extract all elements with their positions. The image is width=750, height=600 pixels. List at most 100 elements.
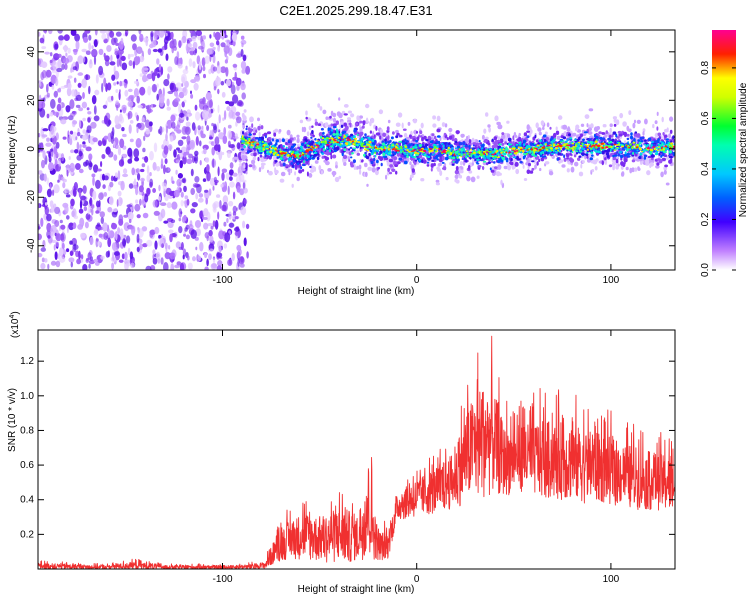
noise-speckle bbox=[69, 250, 74, 257]
noise-speckle bbox=[78, 208, 84, 214]
ridge-speckle bbox=[345, 147, 348, 151]
ridge-speckle bbox=[418, 143, 422, 148]
noise-speckle bbox=[61, 63, 65, 70]
ridge-speckle bbox=[249, 144, 251, 146]
noise-speckle bbox=[231, 253, 235, 262]
ridge-speckle bbox=[251, 123, 254, 128]
noise-speckle bbox=[206, 171, 211, 182]
ridge-speckle bbox=[562, 124, 568, 130]
noise-speckle bbox=[44, 202, 48, 206]
ridge-speckle bbox=[413, 155, 417, 159]
noise-speckle bbox=[185, 121, 191, 127]
ridge-speckle bbox=[617, 130, 622, 134]
noise-speckle bbox=[144, 156, 149, 163]
noise-speckle bbox=[46, 213, 52, 222]
ridge-speckle bbox=[245, 171, 248, 175]
noise-speckle bbox=[72, 110, 77, 115]
ridge-speckle bbox=[488, 127, 491, 133]
ridge-speckle bbox=[558, 115, 563, 120]
noise-speckle bbox=[232, 172, 238, 177]
ridge-speckle bbox=[279, 161, 282, 164]
noise-speckle bbox=[169, 82, 174, 91]
ridge-speckle bbox=[578, 171, 584, 177]
ridge-speckle bbox=[500, 151, 503, 154]
ridge-speckle bbox=[348, 143, 352, 146]
noise-speckle bbox=[50, 260, 57, 266]
noise-speckle bbox=[202, 65, 206, 72]
ridge-speckle bbox=[410, 174, 414, 178]
noise-speckle bbox=[117, 196, 123, 207]
noise-speckle bbox=[193, 82, 199, 91]
ridge-speckle bbox=[658, 158, 663, 164]
noise-speckle bbox=[181, 101, 185, 108]
ridge-speckle bbox=[393, 160, 397, 166]
noise-speckle bbox=[129, 120, 134, 124]
noise-speckle bbox=[138, 122, 145, 131]
noise-speckle bbox=[234, 231, 239, 237]
noise-speckle bbox=[114, 143, 119, 149]
ridge-speckle bbox=[274, 146, 277, 148]
ridge-speckle bbox=[587, 131, 593, 135]
ridge-speckle bbox=[320, 135, 323, 139]
ridge-speckle bbox=[402, 128, 407, 131]
noise-speckle bbox=[136, 95, 140, 104]
noise-speckle bbox=[96, 222, 101, 227]
ridge-speckle bbox=[574, 161, 579, 167]
ridge-speckle bbox=[476, 158, 480, 161]
ridge-speckle bbox=[437, 168, 441, 172]
ridge-speckle bbox=[278, 129, 282, 133]
ridge-speckle bbox=[518, 141, 521, 144]
noise-speckle bbox=[156, 73, 160, 79]
noise-speckle bbox=[123, 33, 126, 37]
noise-speckle bbox=[75, 40, 80, 50]
noise-speckle bbox=[41, 257, 45, 263]
ridge-speckle bbox=[334, 176, 340, 183]
noise-speckle bbox=[94, 261, 100, 266]
noise-speckle bbox=[226, 218, 229, 223]
noise-speckle bbox=[133, 88, 139, 98]
ridge-speckle bbox=[435, 182, 440, 186]
ridge-speckle bbox=[616, 151, 619, 154]
ridge-speckle bbox=[610, 148, 612, 152]
noise-speckle bbox=[229, 162, 234, 169]
noise-speckle bbox=[110, 54, 113, 63]
ridge-speckle bbox=[356, 165, 360, 170]
noise-speckle bbox=[167, 167, 171, 172]
ridge-speckle bbox=[287, 157, 291, 161]
ridge-speckle bbox=[545, 141, 548, 144]
noise-speckle bbox=[213, 86, 217, 91]
ridge-speckle bbox=[374, 169, 379, 176]
ridge-speckle bbox=[578, 136, 581, 141]
noise-speckle bbox=[147, 48, 152, 56]
ridge-speckle bbox=[571, 142, 575, 145]
ridge-speckle bbox=[557, 149, 559, 152]
ridge-speckle bbox=[426, 164, 430, 167]
ridge-speckle bbox=[656, 126, 659, 131]
ridge-speckle bbox=[545, 136, 549, 141]
ridge-speckle bbox=[627, 141, 630, 144]
noise-speckle bbox=[210, 64, 215, 74]
ridge-speckle bbox=[387, 144, 391, 147]
ridge-speckle bbox=[294, 151, 298, 154]
ridge-speckle bbox=[436, 128, 441, 133]
ridge-speckle bbox=[301, 152, 304, 155]
ridge-speckle bbox=[316, 156, 320, 161]
ridge-speckle bbox=[625, 166, 629, 171]
ridge-speckle bbox=[535, 139, 539, 143]
ridge-speckle bbox=[360, 137, 364, 141]
noise-speckle bbox=[242, 54, 247, 62]
noise-speckle bbox=[52, 111, 60, 117]
noise-speckle bbox=[166, 119, 173, 129]
noise-speckle bbox=[195, 30, 202, 37]
noise-speckle bbox=[164, 36, 170, 40]
ridge-speckle bbox=[519, 160, 523, 164]
noise-speckle bbox=[94, 89, 100, 96]
ridge-speckle bbox=[295, 160, 298, 164]
ridge-speckle bbox=[260, 164, 265, 170]
ridge-speckle bbox=[494, 139, 499, 144]
noise-speckle bbox=[141, 117, 145, 123]
noise-speckle bbox=[154, 30, 160, 38]
noise-speckle bbox=[150, 32, 154, 42]
noise-speckle bbox=[194, 236, 199, 241]
ridge-speckle bbox=[503, 165, 508, 170]
